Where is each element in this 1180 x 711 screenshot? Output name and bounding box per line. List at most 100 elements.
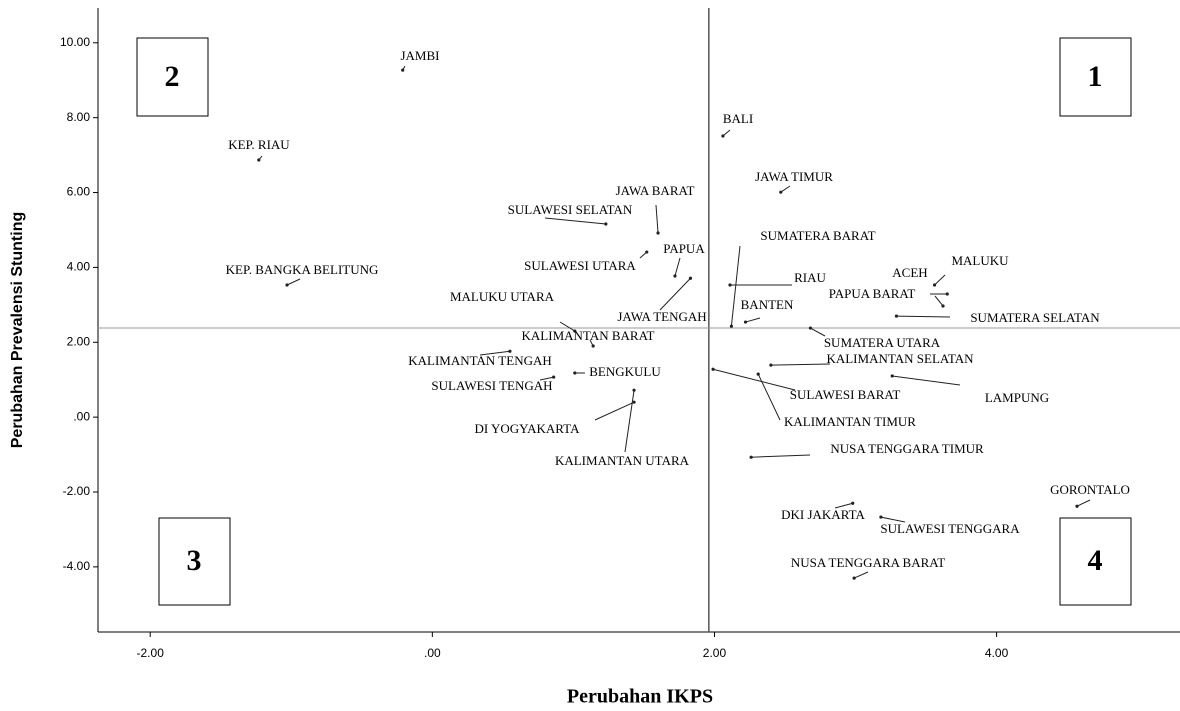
leader-line <box>624 390 635 453</box>
point <box>673 274 677 278</box>
point-label: JAWA TIMUR <box>755 169 833 184</box>
point-label: JAMBI <box>400 48 439 63</box>
point-label: PAPUA BARAT <box>829 286 916 301</box>
point <box>711 367 715 371</box>
point <box>632 400 636 404</box>
point-label: SULAWESI SELATAN <box>508 202 633 217</box>
point <box>743 320 748 324</box>
quadrant-box <box>1059 517 1132 606</box>
point <box>656 231 660 235</box>
point <box>728 283 732 287</box>
leader-line <box>745 317 761 323</box>
point <box>894 314 899 318</box>
point-label: SULAWESI BARAT <box>790 387 901 402</box>
leader-line <box>286 278 301 286</box>
point <box>729 324 734 328</box>
y-tick-label: -4.00 <box>63 559 91 573</box>
y-tick-label: -2.00 <box>63 484 91 498</box>
x-tick-label: .00 <box>424 646 441 660</box>
leader-line <box>810 327 826 337</box>
point <box>852 576 856 580</box>
point <box>769 363 773 367</box>
leader-line <box>934 295 944 307</box>
point <box>257 158 261 162</box>
quadrant-box <box>158 517 231 606</box>
point <box>1075 504 1079 508</box>
point <box>604 222 608 226</box>
point-label: ACEH <box>892 265 927 280</box>
leader-line <box>834 502 853 509</box>
leader-line <box>594 401 635 421</box>
quadrant-label: 1 <box>1088 60 1103 93</box>
point <box>688 276 693 280</box>
y-tick-label: 2.00 <box>67 334 91 348</box>
point-label: SUMATERA BARAT <box>760 228 875 243</box>
point-label: KALIMANTAN SELATAN <box>826 351 974 366</box>
point <box>890 374 894 378</box>
y-tick-label: 8.00 <box>67 110 91 124</box>
leader-line <box>655 204 659 234</box>
point-label: DI YOGYAKARTA <box>475 421 581 436</box>
point-label: BALI <box>723 111 753 126</box>
point <box>721 134 725 138</box>
point-label: BANTEN <box>741 297 794 312</box>
point <box>749 455 753 459</box>
point-label: SULAWESI TENGGARA <box>880 521 1020 536</box>
point-label: RIAU <box>794 270 826 285</box>
leader-line <box>934 274 946 286</box>
leader-line <box>712 368 796 391</box>
leader-line <box>479 350 510 356</box>
leader-line <box>559 321 576 332</box>
point <box>573 329 577 333</box>
leader-line <box>674 257 681 277</box>
y-tick-label: .00 <box>73 409 90 423</box>
point <box>941 304 945 308</box>
point <box>591 344 595 348</box>
point-label: MALUKU <box>951 253 1009 268</box>
point-label: PAPUA <box>663 241 705 256</box>
point <box>932 283 937 287</box>
leader-line <box>853 571 869 579</box>
point-label: SULAWESI TENGAH <box>431 378 552 393</box>
leader-line <box>896 315 951 318</box>
point-label: LAMPUNG <box>985 390 1049 405</box>
point-label: KEP. BANGKA BELITUNG <box>226 262 379 277</box>
point-label: BENGKULU <box>589 364 661 379</box>
quadrant-label: 2 <box>165 60 180 93</box>
leader-line <box>730 245 741 327</box>
quadrant-box <box>136 37 209 117</box>
leader-line <box>757 373 781 421</box>
leader-line <box>770 363 831 366</box>
point <box>573 371 577 375</box>
point-label: SUMATERA UTARA <box>824 335 941 350</box>
x-axis-label: Perubahan IKPS <box>567 686 713 708</box>
leader-line <box>751 454 811 458</box>
y-axis-label: Perubahan Prevalensi Stunting <box>9 212 26 449</box>
leader-line <box>659 277 691 311</box>
y-tick-label: 6.00 <box>67 185 91 199</box>
point-label: NUSA TENGGARA BARAT <box>791 555 945 570</box>
point-label: SULAWESI UTARA <box>524 258 636 273</box>
quadrant-box <box>1059 37 1132 117</box>
point-label: KALIMANTAN BARAT <box>522 328 655 343</box>
point-label: NUSA TENGGARA TIMUR <box>830 441 984 456</box>
point <box>879 515 883 519</box>
point-label: MALUKU UTARA <box>450 289 555 304</box>
point <box>632 388 636 392</box>
point <box>401 68 405 72</box>
leader-line <box>892 375 961 386</box>
y-tick-label: 4.00 <box>67 260 91 274</box>
quadrant-label: 3 <box>187 544 202 577</box>
leader-line <box>544 217 606 225</box>
x-tick-label: -2.00 <box>137 646 165 660</box>
point <box>756 372 760 376</box>
point <box>945 292 949 296</box>
leader-line <box>880 516 906 523</box>
point <box>285 283 289 287</box>
x-tick-label: 4.00 <box>985 646 1009 660</box>
point-label: JAWA BARAT <box>616 183 695 198</box>
point-label: DKI JAKARTA <box>781 507 865 522</box>
point-label: JAWA TENGAH <box>617 309 706 324</box>
x-tick-label: 2.00 <box>703 646 727 660</box>
